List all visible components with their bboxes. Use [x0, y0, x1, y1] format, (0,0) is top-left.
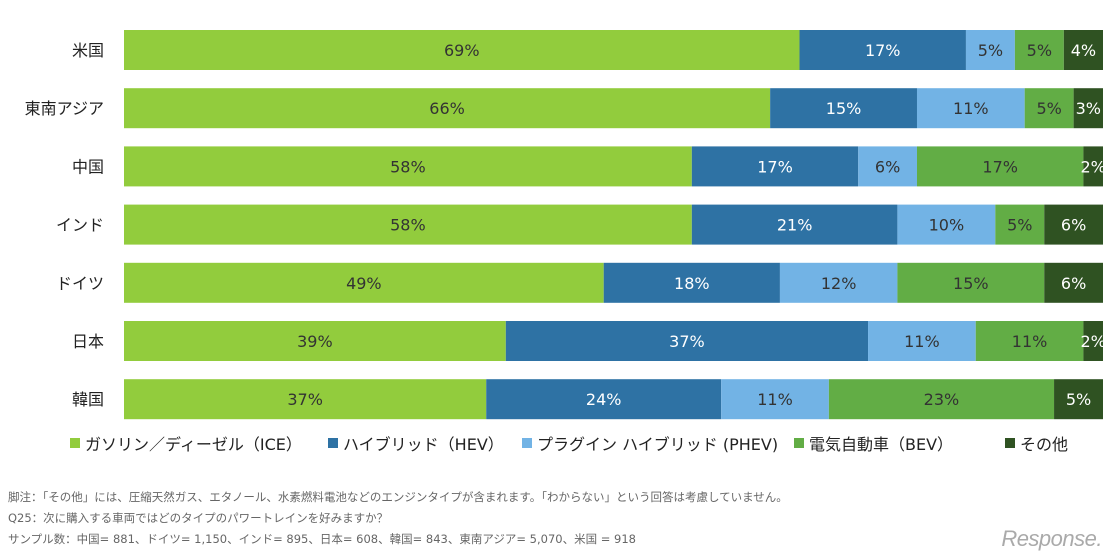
- data-label: 23%: [924, 390, 960, 409]
- bar-segment: [916, 88, 1025, 129]
- bar-segment: [505, 321, 869, 361]
- data-label: 5%: [1066, 390, 1091, 409]
- data-label: 2%: [1081, 332, 1106, 351]
- data-label: 5%: [1036, 99, 1061, 118]
- data-label: 15%: [953, 274, 989, 293]
- legend-item-hev: ハイブリッド（HEV）: [328, 431, 504, 455]
- category-label: 日本: [72, 332, 104, 351]
- bar-segment: [124, 204, 692, 245]
- category-label: 米国: [72, 41, 104, 60]
- category-label: インド: [56, 216, 104, 235]
- data-label: 21%: [777, 216, 813, 235]
- bar-segment: [124, 379, 487, 420]
- data-label: 11%: [1012, 332, 1048, 351]
- bar-segment: [916, 146, 1084, 187]
- bar-segment: [1083, 146, 1103, 187]
- legend-label: 電気自動車（BEV）: [809, 435, 954, 454]
- legend-label: その他: [1020, 435, 1069, 454]
- data-label: 37%: [287, 390, 323, 409]
- bar-segment: [1063, 30, 1103, 70]
- legend-swatch: [794, 438, 804, 448]
- legend-swatch: [1005, 438, 1015, 448]
- bar-segment: [1014, 30, 1064, 70]
- legend-label: プラグイン ハイブリッド (PHEV): [537, 435, 779, 454]
- bar-segment: [1073, 88, 1103, 129]
- data-label: 11%: [953, 99, 989, 118]
- legend-swatch: [328, 438, 338, 448]
- data-label: 15%: [826, 99, 862, 118]
- bar-segment: [779, 262, 898, 303]
- bar-segment: [721, 379, 829, 420]
- legend-label: ハイブリッド（HEV）: [343, 435, 504, 454]
- data-label: 6%: [875, 157, 900, 176]
- bar-segment: [124, 146, 692, 187]
- data-label: 58%: [390, 216, 426, 235]
- data-label: 24%: [586, 390, 622, 409]
- bar-segment: [995, 204, 1045, 245]
- bar-segment: [1054, 379, 1103, 420]
- bar-segment: [858, 146, 917, 187]
- data-label: 18%: [674, 274, 710, 293]
- bar-segment: [691, 204, 898, 245]
- legend-swatch: [522, 438, 532, 448]
- bar-segment: [770, 88, 917, 129]
- bar-segment: [1044, 204, 1103, 245]
- bar-segment: [1024, 88, 1074, 129]
- data-label: 3%: [1076, 99, 1101, 118]
- legend: ガソリン／ディーゼル（ICE） ハイブリッド（HEV） プラグイン ハイブリッド…: [0, 431, 1120, 457]
- category-label: 東南アジア: [25, 99, 104, 118]
- category-label: 中国: [72, 157, 104, 176]
- legend-item-other: その他: [1005, 431, 1068, 455]
- data-label: 39%: [297, 332, 333, 351]
- data-label: 58%: [390, 157, 426, 176]
- bar-segment: [124, 30, 800, 70]
- footnote: 脚注：「その他」には、圧縮天然ガス、エタノール、水素燃料電池などのエンジンタイプ…: [8, 490, 788, 504]
- sample-sizes: サンプル数：中国= 881、ドイツ= 1,150、インド= 895、日本= 60…: [8, 532, 636, 546]
- bar-segment: [124, 262, 604, 303]
- data-label: 17%: [982, 157, 1018, 176]
- data-label: 5%: [1007, 216, 1032, 235]
- bar-segment: [965, 30, 1015, 70]
- data-label: 6%: [1061, 274, 1086, 293]
- data-label: 4%: [1071, 41, 1096, 60]
- legend-swatch: [70, 438, 80, 448]
- data-label: 49%: [346, 274, 382, 293]
- bar-segment: [124, 321, 506, 361]
- response-logo: Response.: [1001, 526, 1102, 551]
- bar-segment: [1083, 321, 1103, 361]
- bar-segment: [603, 262, 780, 303]
- legend-item-ice: ガソリン／ディーゼル（ICE）: [70, 431, 302, 455]
- data-label: 6%: [1061, 216, 1086, 235]
- category-label: 韓国: [72, 390, 104, 409]
- data-label: 5%: [978, 41, 1003, 60]
- footnotes: 脚注：「その他」には、圧縮天然ガス、エタノール、水素燃料電池などのエンジンタイプ…: [8, 487, 788, 550]
- data-label: 5%: [1027, 41, 1052, 60]
- data-label: 2%: [1081, 157, 1106, 176]
- data-label: 66%: [429, 99, 465, 118]
- bar-segment: [799, 30, 966, 70]
- legend-label: ガソリン／ディーゼル（ICE）: [85, 435, 302, 454]
- data-label: 37%: [669, 332, 705, 351]
- data-label: 11%: [757, 390, 793, 409]
- data-label: 12%: [821, 274, 857, 293]
- data-label: 17%: [757, 157, 793, 176]
- bar-segment: [124, 88, 771, 129]
- bar-segment: [897, 262, 1045, 303]
- category-label: ドイツ: [56, 274, 104, 293]
- data-label: 17%: [865, 41, 901, 60]
- bar-segment: [897, 204, 996, 245]
- bar-segment: [868, 321, 976, 361]
- question-text: Q25：次に購入する車両ではどのタイプのパワートレインを好みますか？: [8, 511, 389, 525]
- bar-segment: [975, 321, 1084, 361]
- data-label: 11%: [904, 332, 940, 351]
- bar-segment: [691, 146, 859, 187]
- bar-segment: [486, 379, 722, 420]
- data-label: 69%: [444, 41, 480, 60]
- bar-segment: [828, 379, 1055, 420]
- legend-item-bev: 電気自動車（BEV）: [794, 431, 953, 455]
- bar-segment: [1044, 262, 1103, 303]
- legend-item-phev: プラグイン ハイブリッド (PHEV): [522, 431, 778, 455]
- stacked-bar-chart: 米国 69% 17% 5% 5% 4% 東南アジア 66% 15% 11% 5% 3% 中国 58% 17%…: [24, 30, 1106, 420]
- data-label: 10%: [929, 216, 965, 235]
